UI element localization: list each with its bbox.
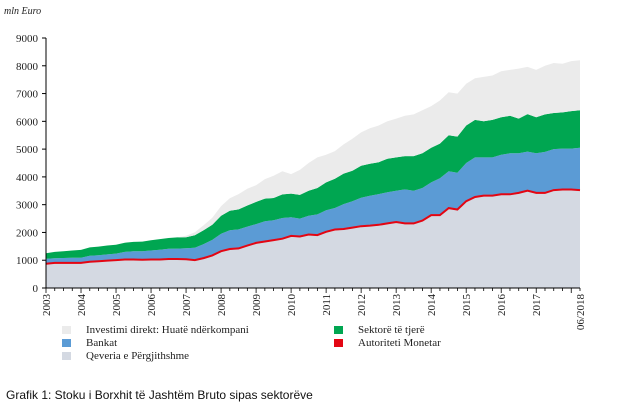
legend-swatch — [62, 339, 71, 347]
y-tick-labels: 0 1000 2000 3000 4000 5000 6000 7000 8000 9000 — [16, 33, 39, 295]
x-tick-label: 2017 — [531, 294, 543, 317]
chart-legend: Investimi direkt: Huatë ndërkompani Sekto… — [62, 324, 441, 362]
y-tick-label: 5000 — [16, 144, 39, 156]
stacked-area-chart: mln Euro 0 1000 2000 3000 4000 5000 6000 7000 80… — [4, 6, 587, 362]
legend-swatch — [334, 326, 343, 334]
x-tick-label: 2011 — [321, 294, 333, 316]
x-tick-label: 2005 — [111, 294, 123, 317]
x-tick-label: 06/2018 — [575, 294, 587, 331]
series-area-0 — [46, 190, 580, 288]
legend-swatch — [62, 326, 71, 334]
x-tick-label: 2007 — [181, 294, 193, 317]
y-tick-label: 6000 — [16, 116, 39, 128]
y-axis-unit-label: mln Euro — [4, 6, 41, 17]
legend-swatch — [62, 352, 71, 360]
series-line-autoriteti-monetar — [45, 188, 581, 265]
x-tick-label: 2008 — [216, 294, 228, 317]
legend-label: Autoriteti Monetar — [358, 337, 441, 349]
legend-label: Qeveria e Përgjithshme — [86, 350, 189, 362]
series-area-4 — [46, 60, 580, 254]
legend-swatch — [334, 339, 343, 347]
x-tick-label: 2010 — [286, 294, 298, 317]
y-tick-label: 0 — [33, 283, 39, 295]
legend-label: Investimi direkt: Huatë ndërkompani — [86, 324, 249, 336]
figure-caption: Grafik 1: Stoku i Borxhit të Jashtëm Bru… — [6, 388, 313, 402]
y-tick-label: 1000 — [16, 255, 39, 267]
y-tick-label: 8000 — [16, 61, 39, 73]
series-areas — [45, 60, 581, 288]
x-tick-label: 2004 — [76, 294, 88, 317]
x-tick-label: 2009 — [251, 294, 263, 317]
y-tick-label: 7000 — [16, 89, 39, 101]
series-area-3 — [46, 110, 580, 259]
x-tick-label: 2015 — [461, 294, 473, 317]
y-tick-label: 4000 — [16, 172, 39, 184]
x-tick-label: 2012 — [356, 294, 368, 316]
y-tick-label: 9000 — [16, 33, 39, 45]
x-tick-label: 2013 — [391, 294, 403, 317]
legend-label: Sektorë të tjerë — [358, 324, 425, 336]
x-tick-label: 2016 — [496, 294, 508, 317]
y-tick-label: 3000 — [16, 200, 39, 212]
legend-label: Bankat — [86, 337, 117, 349]
x-tick-label: 2014 — [426, 294, 438, 317]
y-tick-label: 2000 — [16, 227, 39, 239]
x-tick-labels: 2003 2004 2005 2006 2007 2008 2009 2010 2011 2012… — [41, 294, 587, 331]
x-tick-label: 2006 — [146, 294, 158, 317]
x-tick-label: 2003 — [41, 294, 53, 317]
series-area-2 — [46, 147, 580, 263]
chart-axes — [42, 37, 581, 293]
